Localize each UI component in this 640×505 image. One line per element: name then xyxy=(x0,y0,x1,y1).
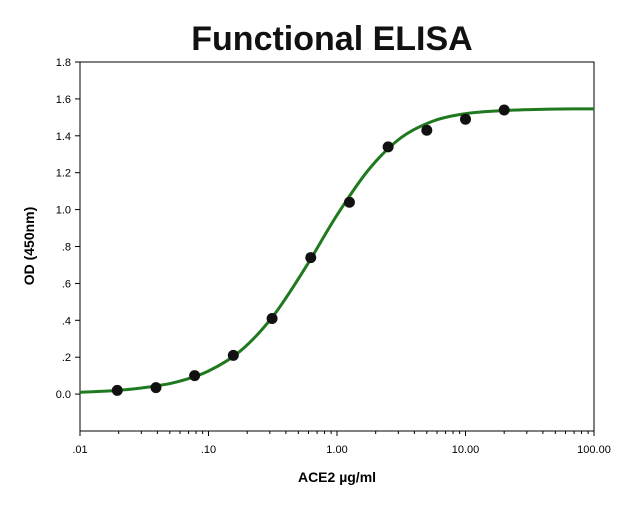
x-axis-label: ACE2 µg/ml xyxy=(298,469,376,485)
x-tick-label: 1.00 xyxy=(326,444,347,456)
y-tick-label: 1.2 xyxy=(56,168,71,180)
data-point xyxy=(150,382,162,394)
y-tick-label: .6 xyxy=(62,278,71,290)
y-tick-label: 1.8 xyxy=(56,57,71,69)
data-point xyxy=(305,252,317,264)
y-tick-label: 1.0 xyxy=(56,205,71,217)
y-tick-label: 1.6 xyxy=(56,94,71,106)
data-point xyxy=(498,104,510,116)
plot-frame xyxy=(79,61,595,432)
fitted-curve xyxy=(79,107,595,394)
data-point xyxy=(460,113,471,125)
y-tick-label: .2 xyxy=(62,352,71,364)
data-point xyxy=(111,384,123,396)
y-tick-label: .4 xyxy=(62,315,71,327)
data-point xyxy=(227,349,239,361)
y-tick-label: 1.4 xyxy=(56,131,71,143)
x-tick-label: 100.00 xyxy=(577,444,611,456)
x-tick-label: .01 xyxy=(72,444,87,456)
data-point xyxy=(189,370,201,382)
x-axis: .01 .10 1.00 10.00 100.00 xyxy=(72,431,611,456)
data-point xyxy=(421,124,433,136)
data-point xyxy=(382,141,394,153)
y-tick-label: 0.0 xyxy=(56,389,71,401)
x-tick-label: 10.00 xyxy=(452,444,480,456)
data-points xyxy=(111,104,510,396)
chart-title: Functional ELISA xyxy=(191,20,472,58)
y-axis-label: OD (450nm) xyxy=(21,207,37,286)
x-tick-label: .10 xyxy=(201,444,216,456)
y-tick-label: .8 xyxy=(62,242,71,254)
data-point xyxy=(266,312,278,324)
y-axis: 0.0 .2 .4 .6 .8 1.0 1.2 1.4 1.6 1.8 xyxy=(56,57,80,401)
data-point xyxy=(343,196,355,208)
